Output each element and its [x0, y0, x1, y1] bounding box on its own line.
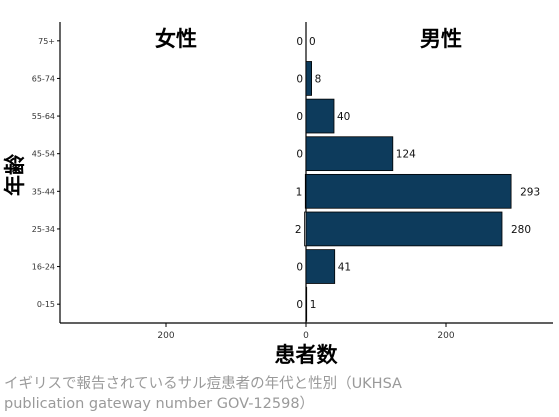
- x-tick-label: 0: [303, 331, 309, 341]
- data-label-female: 0: [296, 149, 303, 161]
- y-tick-label: 55-64: [32, 112, 55, 121]
- x-tick-label: 200: [157, 331, 174, 341]
- chart: 200 0 2000-1516-2425-3435-4445-5455-6465-7…: [3, 22, 553, 367]
- bar-male: [305, 98, 335, 134]
- bar-male: [305, 61, 312, 96]
- bar-male: [305, 136, 394, 172]
- y-tick-label: 75+: [38, 37, 55, 46]
- caption: イギリスで報告されているサル痘患者の年代と性別（UKHSA publicatio…: [4, 374, 556, 414]
- y-tick-label: 45-54: [32, 150, 55, 159]
- caption-line-1: イギリスで報告されているサル痘患者の年代と性別（UKHSA: [4, 376, 402, 392]
- caption-line-2: publication gateway number GOV-12598）: [4, 396, 315, 412]
- data-label-male: 280: [511, 224, 531, 236]
- data-label-male: 0: [309, 36, 316, 48]
- data-label-male: 40: [337, 111, 350, 123]
- x-axis-title: 患者数: [275, 343, 339, 367]
- data-label-male: 293: [520, 186, 540, 198]
- bar-male: [305, 173, 512, 209]
- data-label-male: 41: [338, 262, 351, 274]
- data-label-female: 0: [296, 36, 303, 48]
- data-label-female: 0: [296, 299, 303, 311]
- series-heading-female: 女性: [155, 27, 197, 51]
- bar-male: [305, 286, 308, 322]
- series-heading-male: 男性: [420, 27, 462, 51]
- bar-male: [305, 249, 336, 284]
- y-tick-label: 65-74: [32, 74, 55, 83]
- data-label-female: 0: [296, 73, 303, 85]
- y-tick-label: 16-24: [32, 263, 55, 272]
- data-label-male: 1: [310, 299, 317, 311]
- y-tick-label: 25-34: [32, 225, 55, 234]
- data-label-female: 2: [295, 224, 302, 236]
- data-label-male: 8: [315, 73, 322, 85]
- x-tick-label: 200: [437, 331, 454, 341]
- data-label-female: 0: [296, 262, 303, 274]
- y-tick-label: 35-44: [32, 187, 55, 196]
- data-label-female: 0: [296, 111, 303, 123]
- bar-male: [305, 211, 503, 247]
- data-label-female: 1: [296, 186, 303, 198]
- y-tick-label: 0-15: [37, 300, 55, 309]
- y-axis-title: 年齢: [3, 153, 27, 196]
- data-label-male: 124: [396, 149, 416, 161]
